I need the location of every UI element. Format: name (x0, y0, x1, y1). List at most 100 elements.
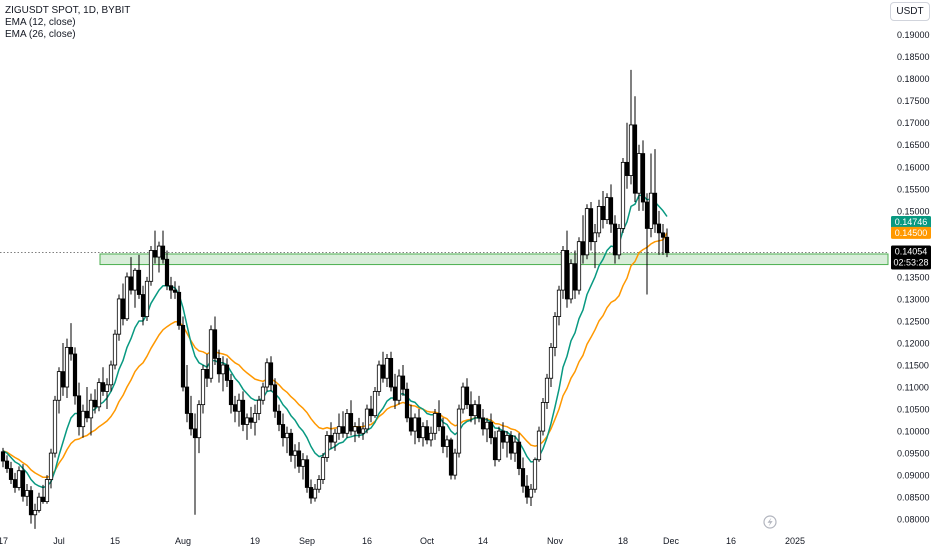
candle-body (308, 487, 314, 499)
currency-button[interactable]: USDT (890, 2, 930, 21)
candle (584, 204, 590, 260)
candle-body (656, 223, 662, 234)
candle (444, 435, 450, 458)
candle-body (260, 386, 266, 401)
candle (304, 455, 310, 493)
candle (184, 365, 190, 423)
candle-body (0, 451, 6, 462)
candle (148, 246, 154, 286)
time-axis[interactable]: 17 Jul 15 Aug 19 Sep 16 Oct 14 Nov 18 Dec 16 2025 (0, 536, 805, 546)
candle-body (320, 457, 326, 480)
candle (172, 281, 178, 299)
candle-body (200, 369, 206, 406)
candle (300, 453, 306, 480)
candle-body (312, 488, 318, 499)
candle (100, 367, 106, 396)
candle-body (56, 371, 62, 401)
candle-body (476, 404, 482, 419)
candle (268, 356, 274, 392)
candle (64, 338, 70, 399)
candle-body (472, 404, 478, 417)
candle (456, 404, 462, 458)
candle (384, 353, 390, 388)
candle (140, 285, 146, 326)
candle-body (96, 382, 102, 408)
x-tick-label: 14 (478, 536, 488, 546)
y-tick-label: 0.17500 (897, 96, 930, 106)
candle (504, 431, 510, 458)
candle (640, 140, 646, 211)
candle-body (524, 485, 530, 498)
candle (364, 404, 370, 434)
candle (136, 254, 142, 299)
candle (508, 431, 514, 460)
candle (432, 409, 438, 440)
candle (156, 241, 162, 273)
candle (232, 395, 238, 423)
candle-body (568, 263, 574, 300)
candle-body (216, 357, 222, 375)
candle-body (532, 459, 538, 490)
candle-body (648, 192, 654, 229)
candle (324, 431, 330, 462)
candle-body (440, 426, 446, 447)
price-label: 0.14500 (895, 228, 928, 238)
y-tick-label: 0.09500 (897, 449, 930, 459)
candle-body (192, 428, 198, 439)
candle-body (168, 285, 174, 291)
candle (588, 202, 594, 251)
candle (620, 157, 626, 233)
candle-body (212, 329, 218, 359)
candle (472, 400, 478, 425)
candle (500, 422, 506, 449)
candle-body (196, 404, 202, 439)
candle-body (576, 241, 582, 291)
candle-body (516, 441, 522, 469)
ema-slow-label[interactable]: EMA (26, close) (5, 29, 76, 40)
candle-body (348, 413, 354, 432)
candle-body (248, 417, 254, 423)
candle (212, 316, 218, 366)
candle (200, 365, 206, 414)
candle (448, 437, 454, 480)
candle (536, 426, 542, 462)
candle-body (300, 459, 306, 467)
candle-body (208, 329, 214, 379)
candle-body (360, 428, 366, 434)
candle-body (20, 470, 26, 497)
x-tick-label: Dec (663, 536, 680, 546)
y-tick-label: 0.19000 (897, 30, 930, 40)
candle (128, 257, 134, 295)
candle-body (488, 421, 494, 439)
candle-body (124, 276, 130, 320)
candle-body (48, 452, 54, 480)
ema-fast-label[interactable]: EMA (12, close) (5, 17, 76, 28)
candle-body (84, 410, 90, 419)
symbol-title[interactable]: ZIGUSDT SPOT, 1D, BYBIT (5, 5, 131, 16)
candle (260, 382, 266, 405)
price-axis[interactable]: 0.08000 0.08500 0.09000 0.09500 0.10000 0.105… (897, 30, 930, 525)
candle (8, 461, 14, 484)
y-tick-label: 0.18000 (897, 74, 930, 84)
candle-body (64, 346, 70, 388)
candle (604, 193, 610, 225)
chart-legend: ZIGUSDT SPOT, 1D, BYBIT EMA (12, close) … (5, 5, 130, 41)
x-tick-label: 16 (726, 536, 736, 546)
candle-body (40, 496, 46, 502)
candle-body (492, 437, 498, 461)
x-tick-label: 2025 (785, 536, 805, 546)
candle (380, 351, 386, 383)
candle-body (640, 153, 646, 203)
y-tick-label: 0.10000 (897, 427, 930, 437)
candle (216, 349, 222, 383)
candle-body (572, 263, 578, 291)
candle (72, 347, 78, 405)
candle (660, 224, 666, 255)
candle-body (556, 289, 562, 317)
candle (336, 413, 342, 440)
candle (164, 250, 170, 291)
candle-body (240, 399, 246, 425)
candle-body (176, 291, 182, 326)
